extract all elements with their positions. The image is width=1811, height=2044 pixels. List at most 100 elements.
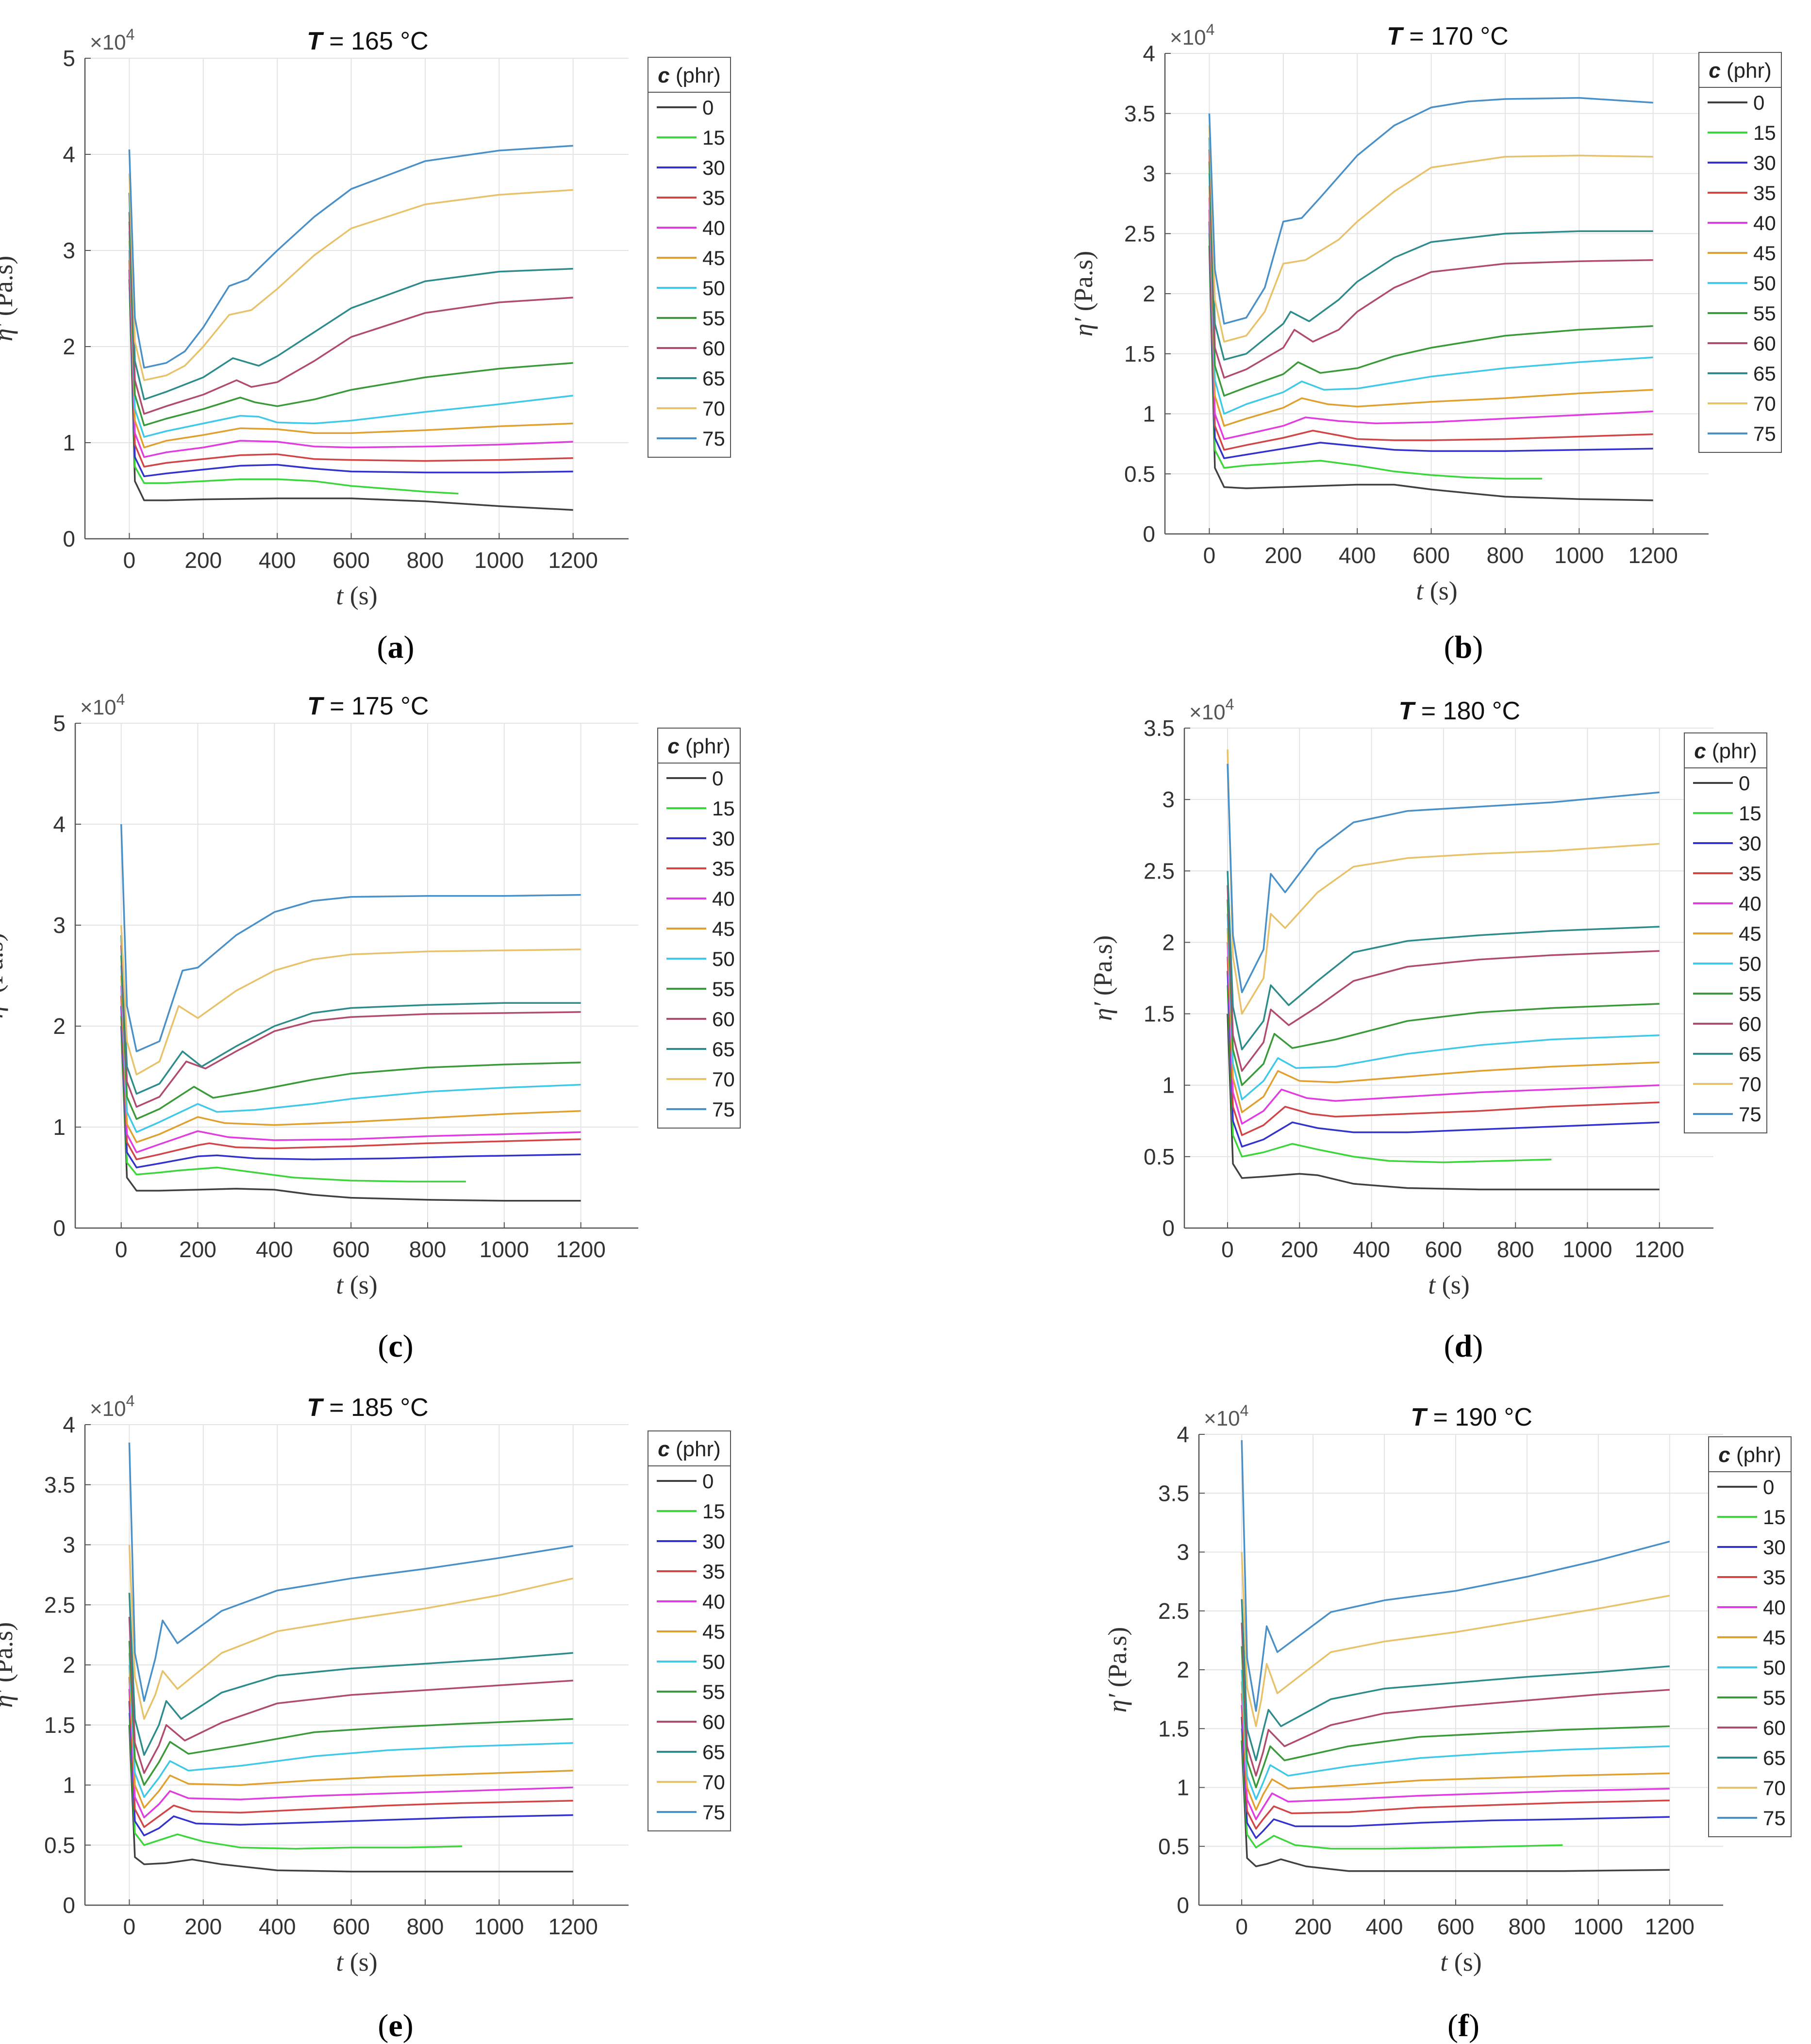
legend-entry: 50: [1763, 1656, 1786, 1679]
series-line-55: [120, 955, 581, 1120]
x-axis-label: t (s): [336, 581, 378, 610]
series-line-35: [1241, 1705, 1670, 1830]
legend-entry: 0: [702, 1470, 714, 1493]
chart-title: T = 165 °C: [307, 27, 429, 55]
legend-entry: 40: [712, 887, 735, 910]
legend-entry: 75: [702, 427, 725, 450]
series-line-0: [120, 1026, 581, 1202]
series-line-60: [1227, 885, 1660, 1072]
legend-entry: 65: [702, 1741, 725, 1763]
legend-entry: 30: [1763, 1536, 1786, 1559]
x-tick-label: 0: [1221, 1237, 1234, 1262]
legend-entry: 0: [1753, 91, 1764, 114]
chart-title: T = 180 °C: [1399, 697, 1521, 725]
legend-entry: 70: [702, 1771, 725, 1794]
y-tick-label: 4: [53, 812, 66, 837]
legend-entry: 15: [1739, 802, 1761, 825]
panel-label: (e): [378, 2008, 413, 2044]
series-line-50: [1241, 1669, 1670, 1800]
legend-entry: 35: [702, 186, 725, 209]
x-tick-label: 800: [407, 548, 444, 573]
y-tick-label: 4: [1143, 41, 1155, 66]
series-line-35: [128, 1689, 573, 1828]
legend-entry: 65: [1763, 1746, 1786, 1769]
series-line-60: [1241, 1622, 1670, 1777]
x-tick-label: 800: [1497, 1237, 1534, 1262]
panel-label: (a): [377, 630, 415, 665]
x-tick-label: 1200: [1645, 1914, 1695, 1939]
legend-entry: 50: [712, 947, 735, 970]
series-line-75: [1241, 1440, 1670, 1712]
y-tick-label: 0: [1177, 1893, 1189, 1918]
series-line-35: [128, 260, 573, 468]
series-line-65: [128, 1593, 573, 1756]
x-tick-label: 200: [1295, 1914, 1332, 1939]
y-tick-label: 2: [63, 334, 75, 359]
y-tick-label: 0: [53, 1215, 66, 1241]
series-line-45: [128, 241, 573, 449]
y-tick-label: 3: [1177, 1540, 1189, 1565]
legend-entry: 35: [712, 857, 735, 880]
x-axis-label: t (s): [1428, 1270, 1470, 1299]
panel-label: (d): [1444, 1329, 1483, 1364]
series-line-15: [128, 1712, 463, 1850]
legend-entry: 65: [712, 1038, 735, 1061]
y-tick-label: 0.5: [1158, 1834, 1189, 1859]
x-tick-label: 1000: [1562, 1237, 1612, 1262]
x-tick-label: 200: [1281, 1237, 1318, 1262]
series-line-30: [1241, 1716, 1670, 1839]
series-line-55: [1227, 899, 1660, 1086]
x-tick-label: 1000: [474, 548, 524, 573]
x-tick-label: 1000: [480, 1237, 529, 1262]
series-line-0: [1227, 1014, 1660, 1191]
legend-entry: 30: [1753, 151, 1776, 174]
chart-title: T = 190 °C: [1411, 1403, 1532, 1431]
legend-entry: 0: [1763, 1476, 1774, 1498]
legend: c (phr) 0 15 30 35 40 45 50 55 60 65 70 75: [648, 57, 731, 458]
legend-entry: 15: [1753, 121, 1776, 144]
y-tick-label: 5: [63, 46, 75, 71]
legend-entry: 45: [702, 247, 725, 269]
y-tick-label: 2: [1162, 930, 1175, 955]
y-tick-label: 2.5: [44, 1592, 75, 1617]
y-tick-label: 3.5: [1124, 101, 1155, 126]
legend-entry: 0: [712, 767, 723, 790]
series-line-70: [128, 1545, 574, 1720]
legend-entry: 65: [1753, 362, 1776, 385]
panel-label: (b): [1444, 630, 1483, 665]
y-tick-label: 1: [1162, 1073, 1175, 1098]
y-tick-label: 2: [1177, 1657, 1189, 1682]
series-line-45: [120, 975, 581, 1143]
legend-entry: 30: [712, 827, 735, 850]
legend-entry: 30: [1739, 832, 1761, 855]
y-multiplier-label: ×104: [80, 691, 125, 719]
x-tick-label: 400: [1353, 1237, 1390, 1262]
y-tick-label: 2.5: [1124, 221, 1155, 246]
legend-entry: 55: [1763, 1686, 1786, 1709]
legend-entry: 75: [1763, 1807, 1786, 1829]
x-tick-label: 200: [184, 548, 222, 573]
legend-entry: 65: [1739, 1043, 1761, 1065]
legend-entry: 50: [702, 277, 725, 299]
series-group: [128, 145, 573, 511]
legend-entry: 15: [1763, 1506, 1786, 1529]
x-tick-label: 1200: [556, 1237, 605, 1262]
legend-entry: 50: [1739, 952, 1761, 975]
y-tick-label: 3: [53, 913, 66, 938]
chart-title: T = 185 °C: [307, 1394, 429, 1422]
legend-entry: 55: [702, 1680, 725, 1703]
series-line-70: [1227, 749, 1660, 1015]
legend: c (phr) 0 15 30 35 40 45 50 55 60 65 70 75: [657, 728, 741, 1129]
y-tick-label: 0: [1162, 1215, 1175, 1241]
chart-title: T = 170 °C: [1387, 22, 1509, 50]
series-line-60: [1208, 149, 1653, 379]
x-tick-label: 0: [123, 548, 136, 573]
y-tick-label: 2.5: [1144, 858, 1175, 883]
legend: c (phr) 0 15 30 35 40 45 50 55 60 65 70 75: [1698, 52, 1782, 453]
series-line-30: [1227, 971, 1660, 1148]
legend-entry: 75: [1753, 422, 1776, 445]
series-line-45: [1227, 928, 1660, 1113]
series-line-15: [1241, 1728, 1563, 1850]
x-tick-label: 600: [332, 548, 370, 573]
